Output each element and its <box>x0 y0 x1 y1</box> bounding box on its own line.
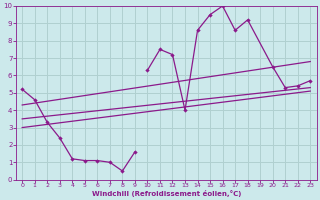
X-axis label: Windchill (Refroidissement éolien,°C): Windchill (Refroidissement éolien,°C) <box>92 190 241 197</box>
